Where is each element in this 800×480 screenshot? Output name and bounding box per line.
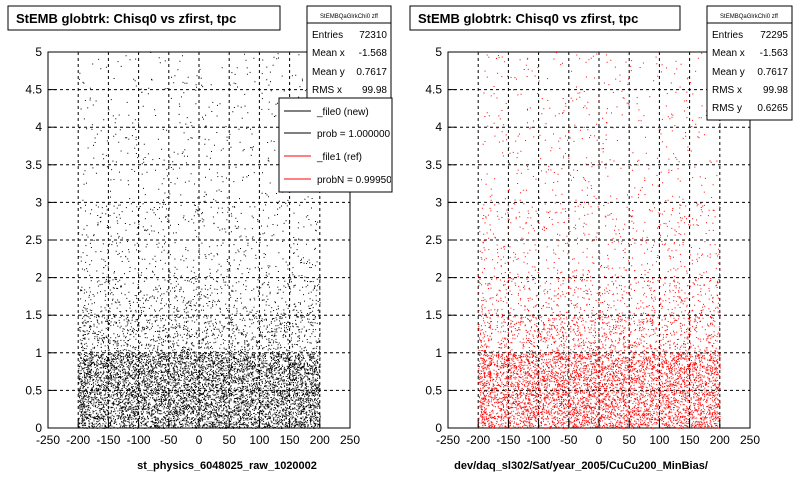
y-tick-label: 3.5 <box>25 158 42 172</box>
footer-label: dev/daq_sl302/Sat/year_2005/CuCu200_MinB… <box>454 460 708 472</box>
x-tick-label: -250 <box>436 433 460 447</box>
stats-row-mean-y-label: Mean y <box>312 67 345 78</box>
y-tick-label: 0.5 <box>425 383 442 397</box>
y-tick-label: 5 <box>35 45 42 59</box>
x-tick-labels: -250 -200 -150 -100 -50 0 50 100 150 200 250 <box>436 433 760 447</box>
title-box: StEMB globtrk: Chisq0 vs zfirst, tpc <box>409 5 681 31</box>
y-tick-label: 2.5 <box>425 233 442 247</box>
x-tick-label: 250 <box>340 433 360 447</box>
x-tick-label: -50 <box>560 433 578 447</box>
stats-row-rms-y-value: 0.6265 <box>757 103 788 114</box>
legend-label-file0: _file0 (new) <box>316 107 369 118</box>
y-tick-label: 1.5 <box>425 308 442 322</box>
y-tick-labels: 0 0.5 1 1.5 2 2.5 3 3.5 4 4.5 5 <box>425 45 442 435</box>
legend-label-prob: prob = 1.000000 <box>317 129 391 140</box>
y-tick-label: 4.5 <box>425 83 442 97</box>
stats-name: StEMBQaGlrkChi0 zff <box>720 14 778 20</box>
y-tick-label: 3 <box>35 195 42 209</box>
x-tick-label: -100 <box>127 433 151 447</box>
y-tick-label: 4 <box>435 120 442 134</box>
y-tick-label: 2 <box>35 271 42 285</box>
y-tick-label: 1.5 <box>25 308 42 322</box>
legend-clip: _file0 (new) prob = 1.000000 _file1 (ref… <box>284 107 398 186</box>
chart-title: StEMB globtrk: Chisq0 vs zfirst, tpc <box>418 11 638 26</box>
stats-row-mean-x-label: Mean x <box>312 48 345 59</box>
legend-label-file1: _file1 (ref) <box>316 152 362 163</box>
x-tick-label: 0 <box>596 433 603 447</box>
stats-row-rms-x-label: RMS x <box>312 85 342 96</box>
right-panel: -250 -200 -150 -100 -50 0 50 100 150 200 250 0 0.5 1… <box>409 5 793 472</box>
x-tick-label: 150 <box>680 433 700 447</box>
stats-box: StEMBQaGlrkChi0 zff Entries 72295 Mean x… <box>706 5 793 121</box>
title-box: StEMB globtrk: Chisq0 vs zfirst, tpc <box>7 5 281 31</box>
x-tick-label: 200 <box>710 433 730 447</box>
x-tick-label: 150 <box>280 433 300 447</box>
x-tick-label: -200 <box>466 433 490 447</box>
scatter-points <box>78 52 321 429</box>
x-tick-label: -150 <box>96 433 120 447</box>
stats-row-mean-y-value: 0.7617 <box>757 67 788 78</box>
y-tick-label: 3.5 <box>425 158 442 172</box>
stats-row-mean-y-label: Mean y <box>712 67 745 78</box>
axis-ticks <box>47 51 351 429</box>
x-tick-label: -50 <box>160 433 178 447</box>
scatter-point-cloud <box>78 352 321 429</box>
stats-row-rms-x-label: RMS x <box>712 85 742 96</box>
axis-ticks <box>447 51 751 429</box>
x-tick-label: -150 <box>496 433 520 447</box>
scatter-point-cloud <box>80 277 321 317</box>
x-tick-label: 100 <box>249 433 269 447</box>
x-tick-label: 100 <box>649 433 669 447</box>
x-tick-label: 0 <box>196 433 203 447</box>
stats-row-mean-x-value: -1.563 <box>760 48 789 59</box>
y-tick-label: 5 <box>435 45 442 59</box>
x-tick-labels: -250 -200 -150 -100 -50 0 50 100 150 200 250 <box>36 433 360 447</box>
stats-row-mean-y-value: 0.7617 <box>356 67 387 78</box>
x-tick-label: -200 <box>66 433 90 447</box>
stats-row-rms-x-value: 99.98 <box>362 85 387 96</box>
legend: _file0 (new) prob = 1.000000 _file1 (ref… <box>278 97 398 193</box>
x-tick-label: 200 <box>310 433 330 447</box>
y-tick-label: 2 <box>435 271 442 285</box>
legend-label-probn: probN = 0.999503 <box>317 175 398 186</box>
scatter-point-cloud <box>478 352 721 429</box>
x-tick-label: -100 <box>527 433 551 447</box>
x-tick-label: 50 <box>223 433 237 447</box>
stats-row-rms-x-value: 99.98 <box>763 85 788 96</box>
title-box-rect <box>409 5 681 31</box>
stats-box: StEMBQaGlrkChi0 zff Entries 72310 Mean x… <box>306 5 392 107</box>
left-panel: -250 -200 -150 -100 -50 0 50 100 150 200 250 0 0.5 1… <box>7 5 398 472</box>
scatter-point-cloud <box>478 315 721 354</box>
stats-name: StEMBQaGlrkChi0 zff <box>320 14 378 20</box>
x-tick-label: 250 <box>740 433 760 447</box>
stats-row-entries-value: 72310 <box>359 30 387 41</box>
y-tick-label: 0 <box>435 421 442 435</box>
stats-row-rms-y-label: RMS y <box>712 103 742 114</box>
scatter-points <box>478 52 721 429</box>
legend-box <box>278 97 393 193</box>
y-tick-label: 1 <box>35 346 42 360</box>
stats-row-mean-x-label: Mean x <box>712 48 745 59</box>
stats-box-rect <box>706 5 793 121</box>
y-tick-label: 4 <box>35 120 42 134</box>
y-tick-label: 1 <box>435 346 442 360</box>
stats-row-entries-label: Entries <box>712 30 743 41</box>
y-tick-label: 0 <box>35 421 42 435</box>
title-box-rect <box>7 5 281 31</box>
stats-row-entries-value: 72295 <box>760 30 788 41</box>
stats-row-entries-label: Entries <box>312 30 343 41</box>
footer-label: st_physics_6048025_raw_1020002 <box>137 460 317 472</box>
x-tick-label: -250 <box>36 433 60 447</box>
chart-title: StEMB globtrk: Chisq0 vs zfirst, tpc <box>16 11 236 26</box>
y-tick-label: 2.5 <box>25 233 42 247</box>
y-tick-label: 4.5 <box>25 83 42 97</box>
y-tick-labels: 0 0.5 1 1.5 2 2.5 3 3.5 4 4.5 5 <box>25 45 42 435</box>
stats-row-mean-x-value: -1.568 <box>359 48 388 59</box>
x-tick-label: 50 <box>623 433 637 447</box>
y-tick-label: 0.5 <box>25 383 42 397</box>
y-tick-label: 3 <box>435 195 442 209</box>
